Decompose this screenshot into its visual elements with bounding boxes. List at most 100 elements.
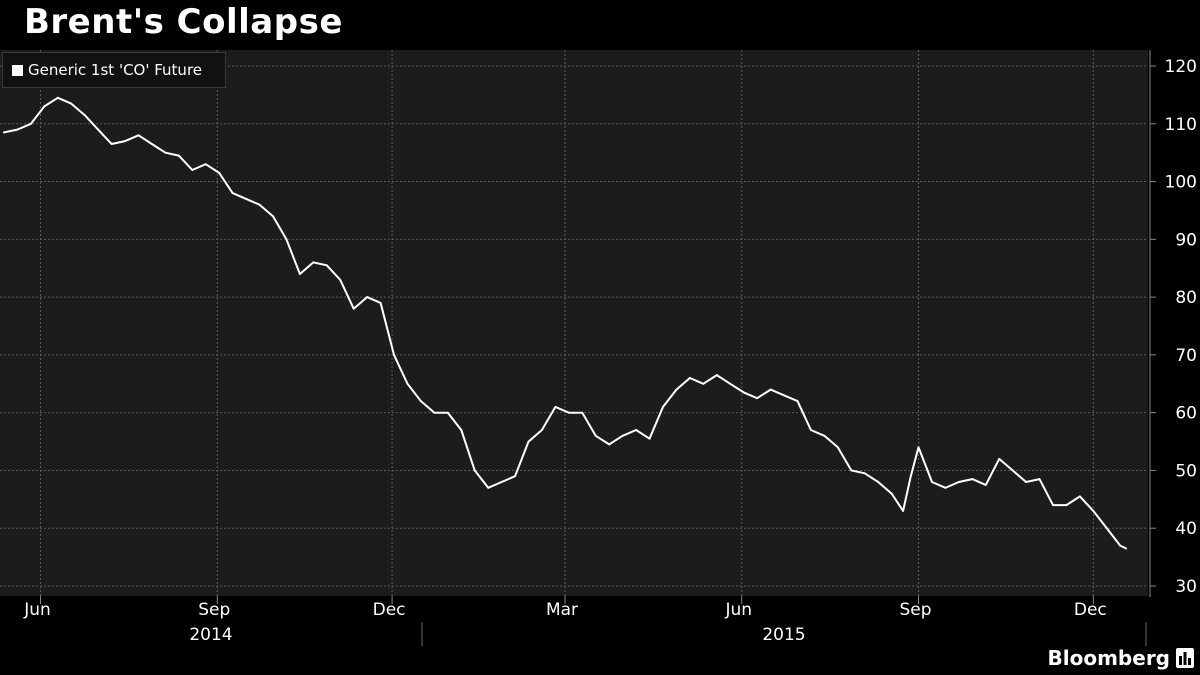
y-tick-label: 110 xyxy=(1165,115,1197,135)
data-point xyxy=(958,481,960,483)
data-point xyxy=(124,140,126,143)
data-point xyxy=(1025,481,1027,483)
data-point xyxy=(97,128,99,131)
data-point xyxy=(836,446,839,449)
data-point xyxy=(742,391,745,394)
data-point xyxy=(581,411,584,414)
data-point xyxy=(567,411,570,414)
legend-swatch xyxy=(12,64,23,76)
y-axis-ticks: 30 40 50 60 70 80 90 100 110 120 xyxy=(1150,57,1197,597)
data-point xyxy=(608,443,611,446)
data-point xyxy=(909,475,912,478)
data-point xyxy=(662,406,664,408)
data-point xyxy=(325,264,328,267)
data-point xyxy=(285,238,288,241)
data-point xyxy=(379,302,382,304)
data-point xyxy=(245,198,248,200)
bloomberg-bars-icon xyxy=(1176,648,1194,668)
data-point xyxy=(715,374,718,376)
chart-title: Brent's Collapse xyxy=(24,2,343,42)
data-point xyxy=(971,478,974,480)
data-point xyxy=(352,307,355,310)
legend: Generic 1st 'CO' Future xyxy=(2,52,226,88)
x-tick-label: Mar xyxy=(546,600,578,620)
data-point xyxy=(460,429,463,431)
data-point xyxy=(258,203,261,206)
data-point xyxy=(312,261,315,264)
x-tick-label: Sep xyxy=(899,600,931,620)
x-tick-label: Jun xyxy=(23,600,51,620)
data-point xyxy=(1079,495,1081,498)
legend-label: Generic 1st 'CO' Future xyxy=(28,61,203,79)
data-point xyxy=(406,382,409,385)
data-point xyxy=(1011,469,1014,472)
y-tick-label: 100 xyxy=(1165,173,1197,193)
data-point xyxy=(1052,504,1054,506)
data-point xyxy=(1038,478,1041,480)
data-point xyxy=(944,486,947,489)
data-point xyxy=(433,411,436,414)
x-tick-label: Jun xyxy=(724,600,752,620)
data-point xyxy=(648,437,651,440)
x-tick-label: Dec xyxy=(1074,600,1107,620)
y-tick-label: 30 xyxy=(1175,577,1197,597)
data-point xyxy=(500,481,503,483)
brand-name: Bloomberg xyxy=(1047,646,1170,670)
data-point xyxy=(137,134,140,137)
data-point xyxy=(998,458,1001,460)
data-point xyxy=(984,484,987,486)
data-point xyxy=(823,434,826,437)
data-point xyxy=(446,411,449,414)
data-point xyxy=(487,486,490,489)
y-tick-label: 50 xyxy=(1175,461,1197,481)
x-tick-label: Dec xyxy=(373,600,406,620)
data-point xyxy=(514,475,516,478)
data-point xyxy=(218,172,221,174)
data-point xyxy=(1125,547,1127,550)
y-tick-label: 70 xyxy=(1175,346,1197,366)
y-tick-label: 80 xyxy=(1175,288,1197,308)
data-point xyxy=(83,114,86,116)
brand-logo: Bloomberg xyxy=(1048,646,1194,670)
data-point xyxy=(541,429,543,431)
data-point xyxy=(1105,527,1108,530)
data-point xyxy=(339,278,342,281)
data-point xyxy=(931,481,933,483)
year-label-2014: 2014 xyxy=(189,625,232,645)
data-point xyxy=(151,143,153,145)
data-point xyxy=(204,163,207,166)
data-point xyxy=(393,354,395,356)
data-point xyxy=(272,215,274,218)
data-point xyxy=(43,105,46,108)
series-layer xyxy=(3,96,1127,550)
data-point xyxy=(554,406,557,408)
data-point xyxy=(635,429,637,431)
data-point xyxy=(917,446,920,449)
data-point xyxy=(890,492,893,495)
data-point xyxy=(796,400,799,402)
data-point xyxy=(1092,510,1095,512)
data-point xyxy=(16,128,19,131)
year-label-2015: 2015 xyxy=(762,625,805,645)
data-point xyxy=(689,377,691,379)
y-tick-label: 40 xyxy=(1175,519,1197,539)
x-axis-ticks: Jun Sep Dec Mar Jun Sep Dec xyxy=(23,596,1107,620)
data-point xyxy=(177,154,180,157)
data-point xyxy=(30,122,32,125)
data-point xyxy=(527,440,530,443)
data-point xyxy=(850,469,853,472)
plot-area xyxy=(0,50,1148,596)
data-point xyxy=(70,102,73,105)
data-point xyxy=(769,388,772,391)
data-point xyxy=(729,382,732,385)
data-point xyxy=(877,481,880,483)
data-point xyxy=(621,434,624,437)
data-point xyxy=(675,388,678,391)
data-point xyxy=(1065,504,1068,506)
data-point xyxy=(164,151,167,154)
y-tick-label: 90 xyxy=(1175,230,1197,250)
data-point xyxy=(783,394,785,397)
data-point xyxy=(810,429,812,431)
data-point xyxy=(902,510,904,512)
series-line-0 xyxy=(3,96,1127,550)
